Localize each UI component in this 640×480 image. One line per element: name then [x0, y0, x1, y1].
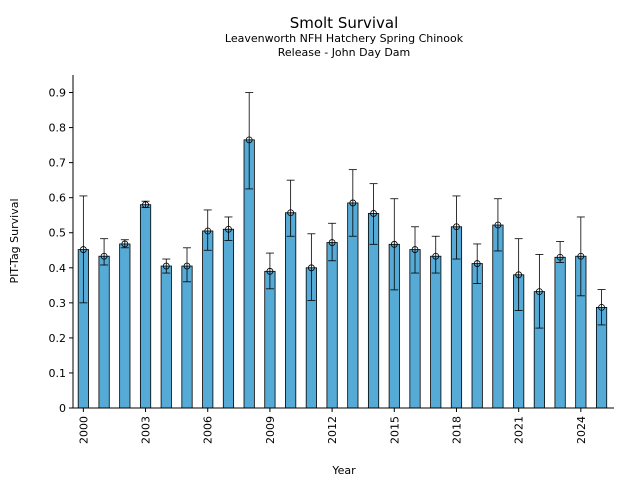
point-marker-2000: [79, 246, 87, 253]
point-marker-2012: [328, 239, 336, 246]
x-tick-label-2018: 2018: [450, 416, 463, 444]
x-tick-label-2021: 2021: [513, 416, 526, 444]
bar-2007: [222, 228, 235, 409]
x-tick-label-2024: 2024: [575, 416, 588, 444]
point-marker-2013: [349, 199, 357, 207]
chart-subtitle-line-2: Release - John Day Dam: [278, 46, 411, 59]
y-tick-label-0.9: 0.9: [49, 87, 67, 100]
bar-2019: [471, 263, 483, 409]
point-marker-2003: [142, 201, 149, 209]
point-marker-2021: [515, 271, 523, 279]
point-marker-2016: [411, 246, 419, 253]
bar-2017: [430, 255, 442, 409]
bar-2006: [202, 230, 214, 409]
plot-area: 0 0.1 0.2 0.3 0.4 0.5 0.6 0.7 0.8 0.9 2000 2003 2006…: [49, 75, 614, 444]
x-tick-label-2006: 2006: [202, 416, 215, 444]
bar-2001: [98, 255, 110, 409]
bar-2003: [139, 204, 152, 409]
y-tick-label-0.8: 0.8: [49, 122, 67, 135]
bar-2009: [264, 270, 276, 409]
point-marker-2002: [121, 240, 129, 248]
y-tick-label-0.3: 0.3: [49, 297, 67, 310]
point-marker-2017: [432, 252, 440, 260]
bar-2005: [181, 265, 193, 409]
point-marker-2014: [370, 210, 377, 217]
point-marker-2018: [453, 223, 460, 231]
x-tick-label-2012: 2012: [326, 416, 339, 444]
point-marker-2024: [577, 252, 585, 260]
y-axis-label: PIT-Tag Survival: [8, 198, 21, 283]
point-marker-2005: [183, 262, 191, 270]
x-tick-label-2003: 2003: [140, 416, 153, 444]
point-marker-2022: [535, 288, 543, 296]
x-axis-label: Year: [331, 464, 356, 477]
point-marker-2004: [162, 262, 170, 270]
x-tick-label-2009: 2009: [264, 416, 277, 444]
point-marker-2008: [245, 136, 253, 144]
bar-2010: [285, 212, 297, 409]
point-marker-2011: [307, 264, 315, 272]
bar-2012: [326, 242, 338, 409]
y-tick-label-0.5: 0.5: [49, 227, 67, 240]
point-marker-2015: [390, 240, 398, 248]
x-tick-label-2000: 2000: [77, 416, 90, 444]
y-tick-label-0.2: 0.2: [49, 332, 67, 345]
y-tick-label-0.6: 0.6: [49, 192, 67, 205]
y-tick-label-0.4: 0.4: [49, 262, 67, 275]
point-marker-2010: [287, 209, 295, 217]
point-marker-2020: [494, 221, 502, 229]
point-marker-2019: [473, 260, 481, 267]
x-tick-label-2015: 2015: [388, 416, 401, 444]
point-marker-2006: [204, 227, 212, 235]
point-marker-2001: [100, 252, 108, 260]
point-marker-2007: [225, 225, 232, 233]
bar-2023: [554, 256, 566, 409]
point-marker-2025: [598, 303, 605, 311]
y-tick-label-0: 0: [59, 402, 66, 415]
chart-title: Smolt Survival: [290, 14, 399, 32]
bar-2020: [492, 224, 504, 409]
point-marker-2023: [556, 253, 564, 261]
y-tick-label-0.7: 0.7: [49, 157, 67, 170]
chart-subtitle-line-1: Leavenworth NFH Hatchery Spring Chinook: [225, 32, 464, 45]
bar-2004: [160, 265, 172, 409]
point-marker-2009: [266, 267, 274, 275]
y-tick-label-0.1: 0.1: [49, 367, 67, 380]
bar-2002: [119, 243, 131, 409]
